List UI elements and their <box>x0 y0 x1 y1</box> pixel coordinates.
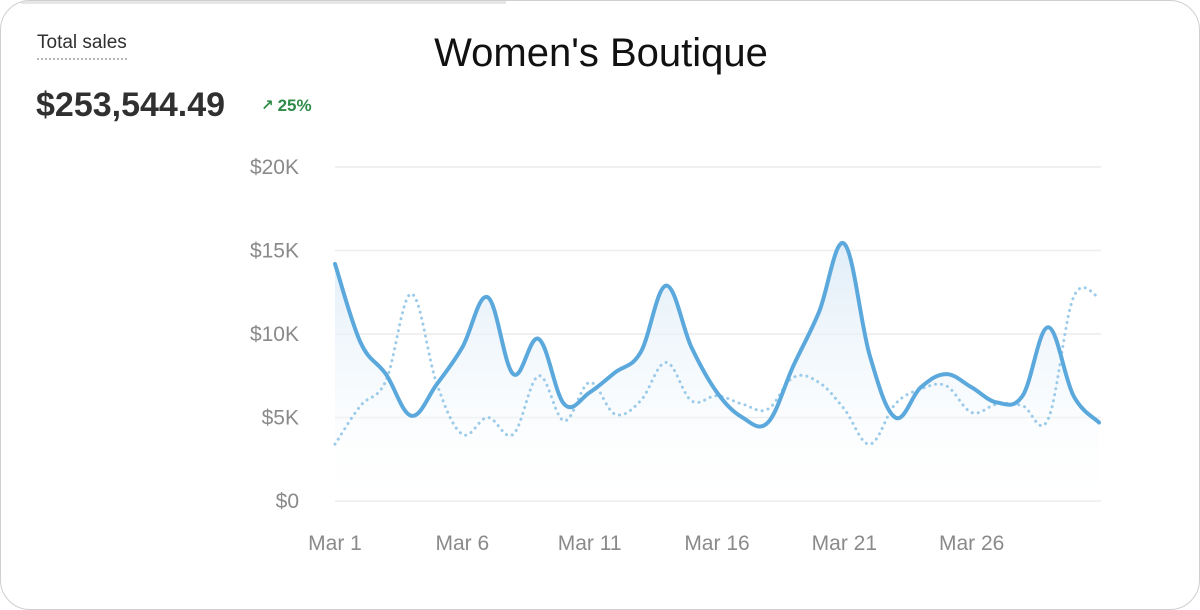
current-data-point[interactable] <box>1019 392 1027 400</box>
comparison-data-point[interactable] <box>840 405 848 413</box>
y-tick-label: $20K <box>250 156 299 179</box>
current-data-point[interactable] <box>917 383 925 391</box>
current-data-point[interactable] <box>840 240 848 248</box>
current-data-point[interactable] <box>458 343 466 351</box>
comparison-data-point[interactable] <box>688 397 696 405</box>
x-tick-label: Mar 6 <box>435 532 489 555</box>
current-data-point[interactable] <box>866 352 874 360</box>
x-tick-label: Mar 21 <box>812 532 877 555</box>
current-data-point[interactable] <box>789 362 797 370</box>
comparison-data-point[interactable] <box>509 430 517 438</box>
chart-title: Women's Boutique <box>434 31 768 75</box>
current-data-point[interactable] <box>764 419 772 427</box>
current-data-point[interactable] <box>637 348 645 356</box>
current-data-point[interactable] <box>1044 323 1052 331</box>
series-line-comparison[interactable] <box>333 286 1101 446</box>
comparison-data-point[interactable] <box>611 410 619 418</box>
comparison-data-point[interactable] <box>637 397 645 405</box>
comparison-data-point[interactable] <box>458 430 466 438</box>
comparison-data-point[interactable] <box>662 358 670 366</box>
current-data-point[interactable] <box>484 293 492 301</box>
current-data-point[interactable] <box>407 412 415 420</box>
comparison-data-point[interactable] <box>357 402 365 410</box>
x-tick-label: Mar 26 <box>939 532 1004 555</box>
current-data-point[interactable] <box>993 399 1001 407</box>
y-tick-label: $5K <box>262 407 299 430</box>
comparison-data-point[interactable] <box>1095 293 1103 301</box>
comparison-data-point[interactable] <box>891 400 899 408</box>
top-divider <box>21 1 506 4</box>
comparison-data-point[interactable] <box>866 440 874 448</box>
current-data-point[interactable] <box>331 260 339 268</box>
comparison-data-point[interactable] <box>331 440 339 448</box>
current-data-point[interactable] <box>1095 419 1103 427</box>
x-tick-label: Mar 1 <box>308 532 362 555</box>
current-data-point[interactable] <box>942 370 950 378</box>
comparison-data-point[interactable] <box>942 382 950 390</box>
y-tick-label: $15K <box>250 240 299 263</box>
series-area-fill <box>335 243 1099 501</box>
comparison-data-point[interactable] <box>739 400 747 408</box>
current-data-point[interactable] <box>357 338 365 346</box>
current-data-point[interactable] <box>433 380 441 388</box>
comparison-data-point[interactable] <box>407 290 415 298</box>
comparison-data-point[interactable] <box>764 405 772 413</box>
current-data-point[interactable] <box>968 383 976 391</box>
comparison-data-point[interactable] <box>484 414 492 422</box>
series-line-current[interactable] <box>333 241 1101 429</box>
comparison-data-point[interactable] <box>586 378 594 386</box>
current-data-point[interactable] <box>713 388 721 396</box>
comparison-data-point[interactable] <box>1070 293 1078 301</box>
current-data-point[interactable] <box>535 335 543 343</box>
comparison-data-point[interactable] <box>560 417 568 425</box>
metric-value: $253,544.49 <box>36 86 226 124</box>
current-data-point[interactable] <box>739 414 747 422</box>
current-data-point[interactable] <box>815 308 823 316</box>
x-tick-label: Mar 16 <box>684 532 749 555</box>
metric-label[interactable]: Total sales <box>37 32 127 60</box>
x-tick-label: Mar 11 <box>558 532 622 555</box>
comparison-data-point[interactable] <box>968 409 976 417</box>
current-data-point[interactable] <box>382 370 390 378</box>
arrow-up-right-icon: ↗ <box>261 97 274 114</box>
current-data-point[interactable] <box>688 343 696 351</box>
y-tick-label: $0 <box>276 490 299 513</box>
delta-value: 25% <box>277 96 312 115</box>
current-data-point[interactable] <box>611 368 619 376</box>
current-data-point[interactable] <box>891 414 899 422</box>
current-data-point[interactable] <box>662 282 670 290</box>
comparison-data-point[interactable] <box>815 378 823 386</box>
current-data-point[interactable] <box>586 388 594 396</box>
delta-badge: ↗ 25% <box>261 96 312 116</box>
y-tick-label: $10K <box>250 323 299 346</box>
current-data-point[interactable] <box>1070 392 1078 400</box>
current-data-point[interactable] <box>509 370 517 378</box>
comparison-data-point[interactable] <box>1044 415 1052 423</box>
current-data-point[interactable] <box>560 400 568 408</box>
comparison-data-point[interactable] <box>1019 402 1027 410</box>
comparison-data-point[interactable] <box>535 372 543 380</box>
